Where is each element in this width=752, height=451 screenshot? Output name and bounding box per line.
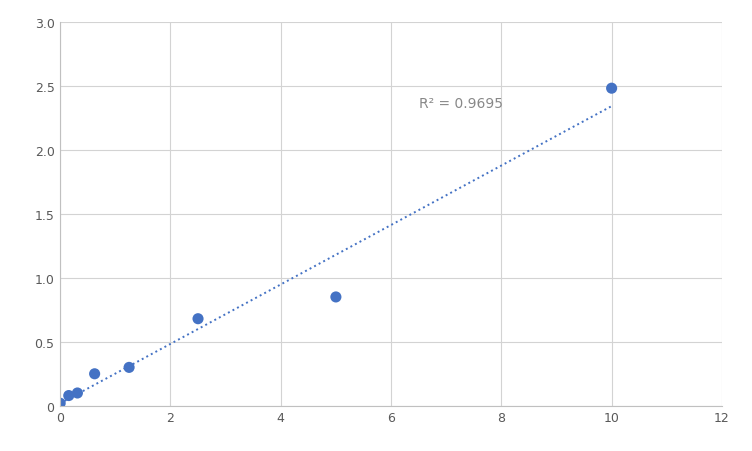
Point: [330, 294, 342, 301]
Point: [123, 364, 135, 371]
Point: [89, 370, 101, 377]
Text: R² = 0.9695: R² = 0.9695: [419, 97, 502, 110]
Point: [54, 400, 66, 407]
Point: [192, 315, 204, 322]
Point: [605, 85, 617, 92]
Point: [62, 392, 74, 399]
Point: [71, 390, 83, 397]
